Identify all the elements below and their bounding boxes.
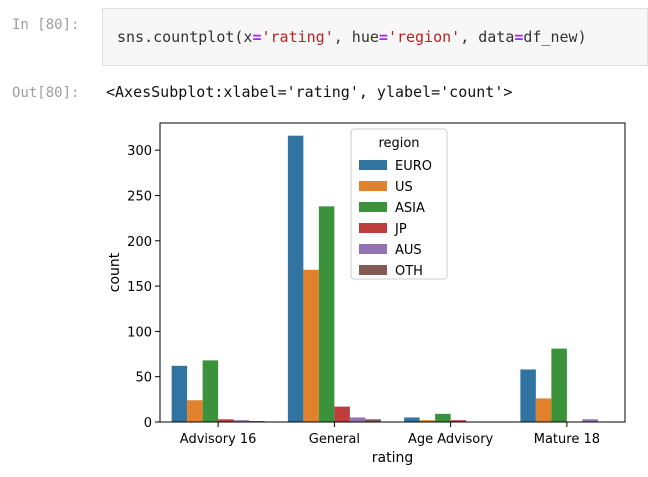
bar-euro-2 [404, 417, 420, 422]
bar-asia-2 [435, 413, 451, 422]
x-tick-label: General [309, 432, 360, 447]
plot-frame [159, 122, 626, 423]
legend-title: region [378, 136, 419, 151]
legend-label-us: US [395, 180, 413, 195]
y-tick-label: 100 [127, 325, 152, 340]
y-tick-label: 300 [127, 144, 152, 159]
input-prompt: In [80]: [12, 17, 80, 33]
x-axis-label: rating [372, 450, 413, 466]
bar-jp-0 [218, 419, 234, 422]
bar-euro-3 [520, 369, 536, 422]
legend-swatch-us [359, 181, 387, 191]
y-tick-label: 0 [144, 416, 152, 431]
code-token: = [252, 28, 262, 46]
code-token: 'region' [387, 28, 461, 46]
x-tick-label: Advisory 16 [180, 432, 257, 447]
bar-asia-3 [551, 348, 567, 422]
bar-asia-0 [202, 360, 219, 422]
code-token: 'rating' [261, 28, 334, 46]
y-axis-label: count [107, 252, 123, 292]
x-tick-label: Age Advisory [408, 432, 494, 447]
legend: region EURO US ASIA JP AUS OTH [350, 128, 448, 280]
y-tick-label: 150 [127, 280, 152, 295]
bar-euro-0 [171, 365, 188, 422]
code-line[interactable]: sns.countplot(x='rating', hue='region', … [117, 28, 587, 46]
bar-aus-3 [582, 419, 598, 422]
bar-aus-0 [233, 420, 250, 422]
code-token: = [378, 28, 388, 46]
y-tick-label: 250 [127, 189, 152, 204]
bar-aus-1 [349, 417, 366, 422]
legend-label-oth: OTH [395, 264, 423, 279]
y-tick-label: 50 [135, 371, 152, 386]
y-tick-label: 200 [127, 235, 152, 250]
legend-swatch-euro [359, 160, 387, 170]
code-token: , data [460, 28, 515, 46]
code-cell[interactable]: sns.countplot(x='rating', hue='region', … [102, 8, 648, 66]
bar-euro-1 [287, 135, 304, 422]
legend-swatch-jp [359, 223, 387, 233]
bar-oth-1 [365, 419, 381, 422]
countplot-chart: 0 50 100 150 200 250 300 Advisory 16 General Age… [107, 122, 626, 466]
x-tick-label: Mature 18 [534, 432, 600, 447]
bar-us-3 [535, 398, 552, 422]
bars [171, 135, 598, 422]
bar-us-2 [419, 420, 436, 422]
code-token: df_new) [523, 28, 587, 46]
code-token: sns.countplot(x [117, 28, 253, 46]
code-token: = [514, 28, 524, 46]
bar-jp-2 [450, 420, 467, 422]
legend-label-jp: JP [394, 222, 407, 237]
legend-swatch-asia [359, 202, 387, 212]
bar-jp-1 [334, 406, 350, 422]
legend-label-asia: ASIA [395, 201, 425, 216]
bar-us-1 [303, 269, 319, 422]
code-token: , hue [333, 28, 379, 46]
legend-label-euro: EURO [395, 159, 432, 174]
bar-us-0 [187, 400, 203, 422]
bar-asia-1 [318, 206, 335, 422]
legend-swatch-oth [359, 265, 387, 275]
legend-swatch-aus [359, 244, 387, 254]
x-axis: Advisory 16 General Age Advisory Mature 18 [180, 422, 600, 447]
output-prompt: Out[80]: [12, 85, 80, 101]
y-axis: 0 50 100 150 200 250 300 [127, 144, 160, 431]
legend-label-aus: AUS [395, 243, 422, 258]
output-text: <AxesSubplot:xlabel='rating', ylabel='co… [106, 83, 513, 101]
